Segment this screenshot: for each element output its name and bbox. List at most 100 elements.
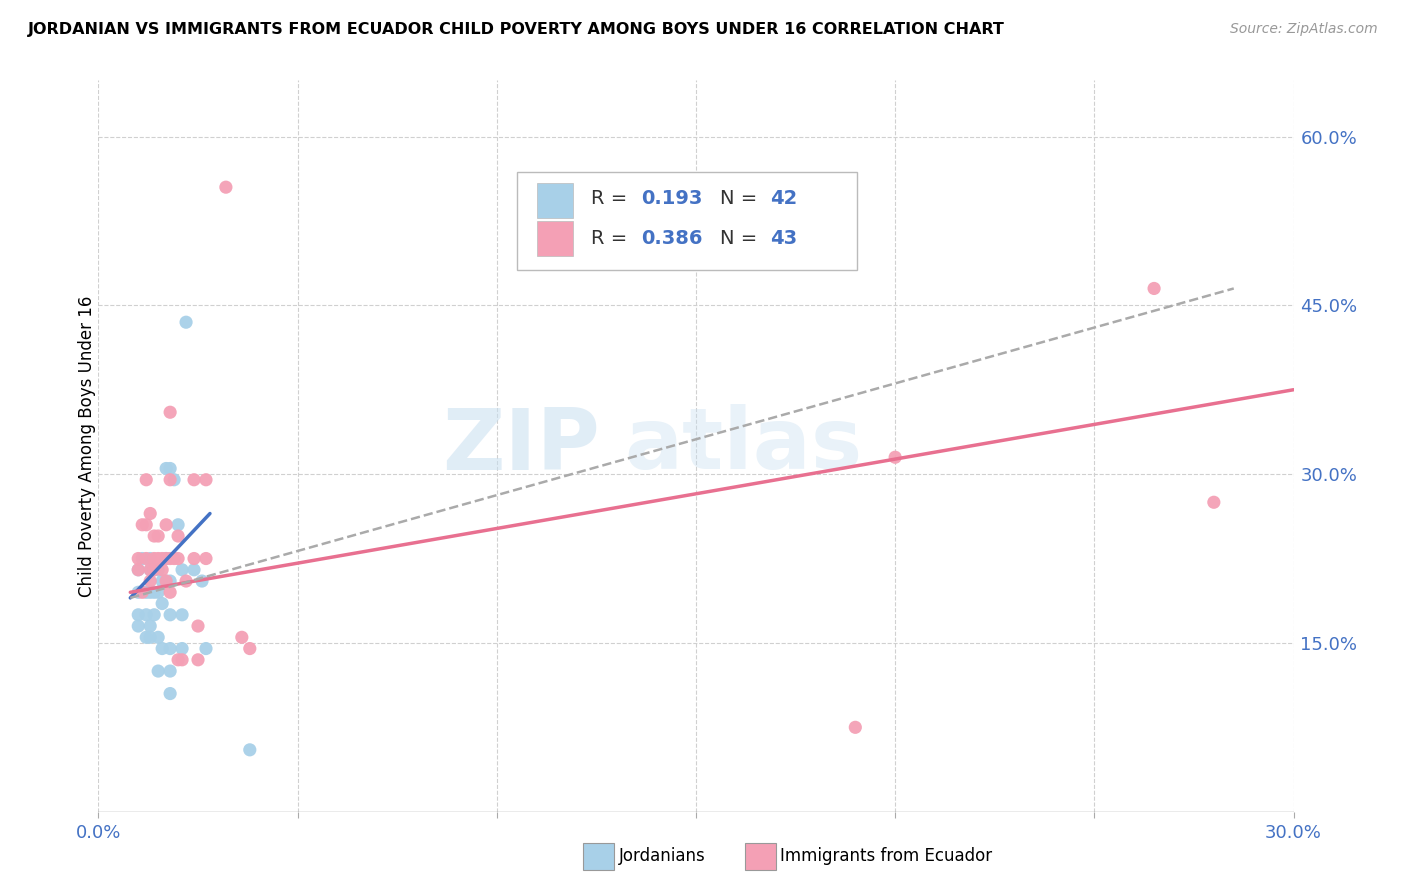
Point <box>127 585 149 599</box>
Point <box>187 619 209 633</box>
Point <box>139 563 162 577</box>
Point <box>155 517 177 532</box>
Point <box>139 585 162 599</box>
Text: N =: N = <box>720 189 763 208</box>
Point <box>167 529 190 543</box>
Point <box>172 563 194 577</box>
Text: ZIP: ZIP <box>443 404 600 488</box>
Point <box>155 574 177 588</box>
Point <box>150 641 173 656</box>
Point <box>174 574 197 588</box>
Text: 42: 42 <box>770 189 797 208</box>
Point <box>139 630 162 644</box>
Point <box>187 653 209 667</box>
Point <box>239 743 262 757</box>
Text: 43: 43 <box>770 228 797 248</box>
Point <box>159 664 181 678</box>
Point <box>139 551 162 566</box>
Point <box>135 630 157 644</box>
Text: JORDANIAN VS IMMIGRANTS FROM ECUADOR CHILD POVERTY AMONG BOYS UNDER 16 CORRELATI: JORDANIAN VS IMMIGRANTS FROM ECUADOR CHI… <box>28 22 1005 37</box>
Point <box>127 607 149 622</box>
Point <box>150 597 173 611</box>
Text: R =: R = <box>591 228 633 248</box>
Point <box>183 563 205 577</box>
Text: Jordanians: Jordanians <box>619 847 706 865</box>
Point <box>167 517 190 532</box>
Point <box>150 551 173 566</box>
Point <box>143 563 166 577</box>
Point <box>159 551 181 566</box>
Point <box>155 551 177 566</box>
Point <box>139 563 162 577</box>
Point <box>150 574 173 588</box>
Point <box>131 551 153 566</box>
Point <box>159 641 181 656</box>
Point <box>239 641 262 656</box>
Point <box>135 473 157 487</box>
Point <box>148 664 170 678</box>
Point <box>215 180 238 194</box>
Text: N =: N = <box>720 228 763 248</box>
Text: Immigrants from Ecuador: Immigrants from Ecuador <box>780 847 993 865</box>
Point <box>195 641 218 656</box>
Point <box>143 585 166 599</box>
Point <box>135 607 157 622</box>
Point <box>148 630 170 644</box>
Point <box>139 507 162 521</box>
Point <box>127 619 149 633</box>
Point <box>139 574 162 588</box>
Point <box>139 619 162 633</box>
Point <box>159 607 181 622</box>
Point <box>884 450 907 465</box>
Point <box>148 551 170 566</box>
Point <box>167 653 190 667</box>
Point <box>191 574 214 588</box>
Point <box>183 473 205 487</box>
Bar <box>537 183 572 218</box>
Point <box>155 574 177 588</box>
Text: atlas: atlas <box>624 404 862 488</box>
Point <box>155 551 177 566</box>
Point <box>231 630 253 644</box>
Point <box>163 551 186 566</box>
Point <box>159 473 181 487</box>
Point <box>127 551 149 566</box>
Point <box>127 563 149 577</box>
Point <box>174 315 197 329</box>
Point <box>172 653 194 667</box>
Point <box>143 607 166 622</box>
Point <box>195 551 218 566</box>
Point <box>1202 495 1225 509</box>
Point <box>195 473 218 487</box>
Point <box>159 687 181 701</box>
Point <box>143 563 166 577</box>
Point <box>148 563 170 577</box>
Point <box>167 551 190 566</box>
Point <box>143 551 166 566</box>
Bar <box>537 220 572 256</box>
Text: R =: R = <box>591 189 633 208</box>
Y-axis label: Child Poverty Among Boys Under 16: Child Poverty Among Boys Under 16 <box>79 295 96 597</box>
Point <box>155 461 177 475</box>
Point <box>131 585 153 599</box>
Point <box>135 585 157 599</box>
Point <box>159 405 181 419</box>
Point <box>172 641 194 656</box>
Point <box>159 574 181 588</box>
Text: 0.193: 0.193 <box>641 189 703 208</box>
Point <box>148 529 170 543</box>
Text: 0.386: 0.386 <box>641 228 703 248</box>
FancyBboxPatch shape <box>517 171 858 270</box>
Point <box>135 517 157 532</box>
Point <box>159 461 181 475</box>
Point <box>131 517 153 532</box>
Point <box>135 551 157 566</box>
Point <box>163 473 186 487</box>
Point <box>148 585 170 599</box>
Point <box>150 563 173 577</box>
Point <box>127 563 149 577</box>
Point <box>183 551 205 566</box>
Text: Source: ZipAtlas.com: Source: ZipAtlas.com <box>1230 22 1378 37</box>
Point <box>844 720 866 734</box>
Point <box>172 607 194 622</box>
